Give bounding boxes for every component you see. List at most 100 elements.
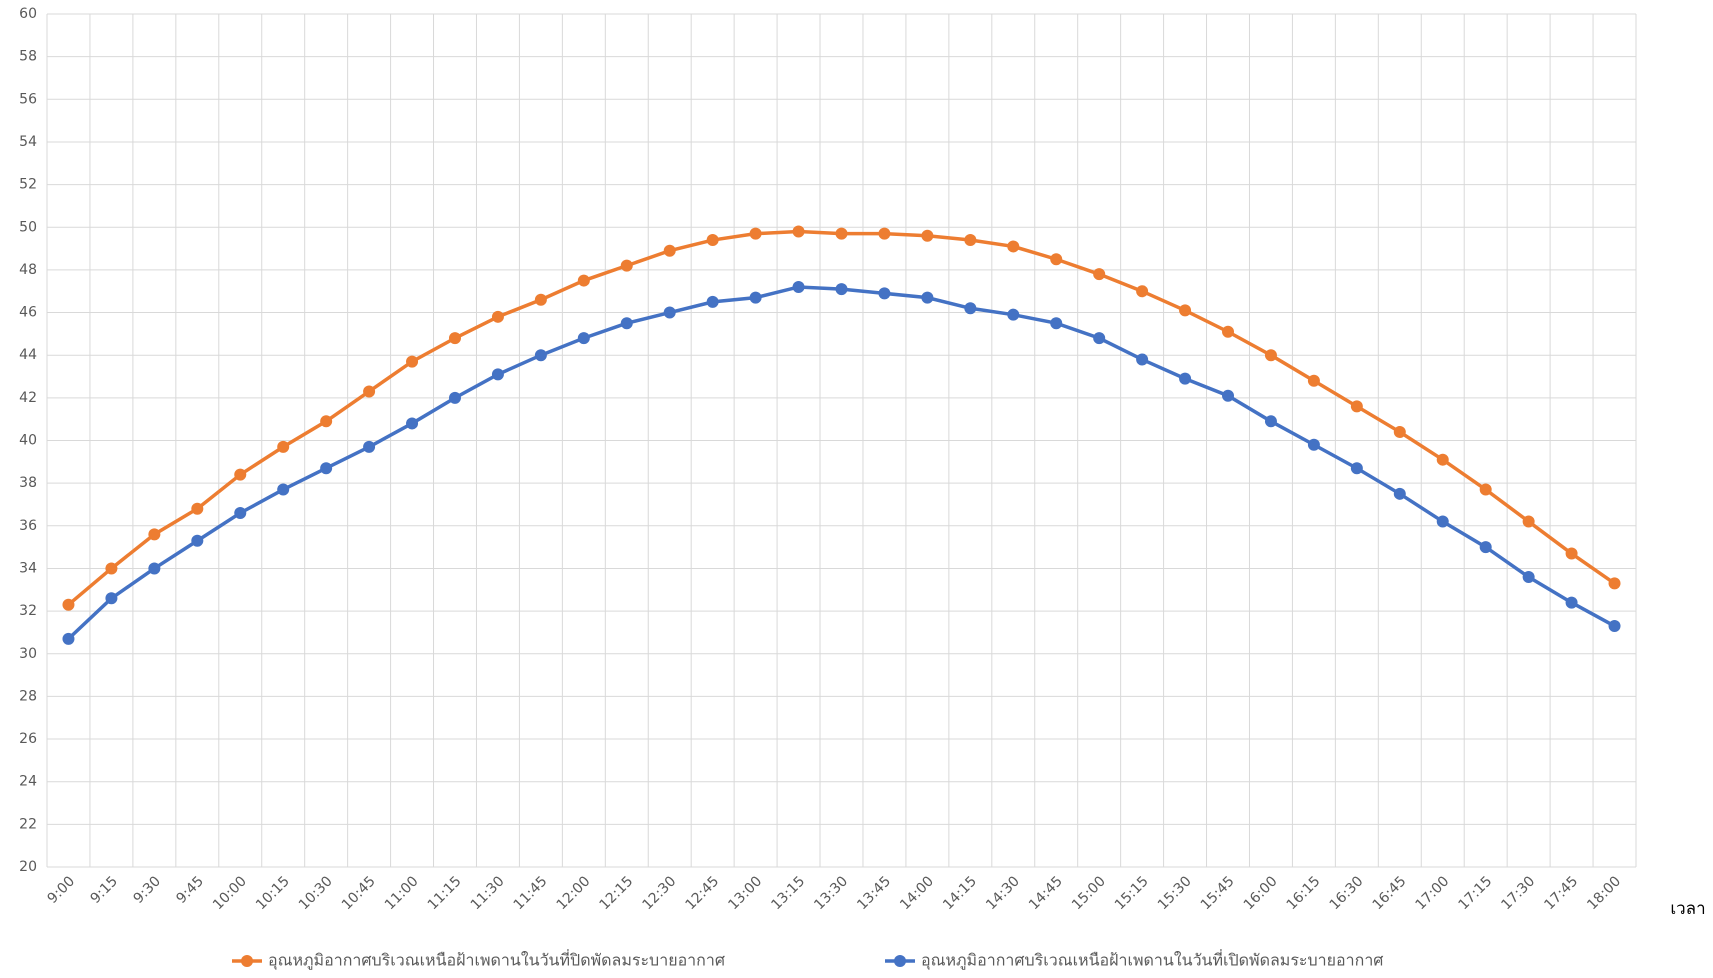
x-tick-label: 17:45 (1541, 873, 1581, 913)
x-tick-label: 12:45 (682, 873, 722, 913)
y-tick-label: 50 (19, 219, 37, 235)
data-point (448, 332, 461, 345)
y-tick-label: 30 (19, 646, 37, 662)
y-tick-label: 26 (19, 731, 37, 747)
data-point (1264, 349, 1277, 362)
data-point (663, 244, 676, 257)
x-tick-label: 14:45 (1026, 873, 1066, 913)
data-point (1608, 620, 1621, 633)
data-point (1522, 570, 1535, 583)
data-point (1350, 462, 1363, 475)
data-point (1264, 415, 1277, 428)
y-tick-label: 42 (19, 390, 37, 406)
data-point (1479, 541, 1492, 554)
data-point (1479, 483, 1492, 496)
x-tick-label: 12:30 (640, 873, 680, 913)
legend-item: อุณหภูมิอากาศบริเวณเหนือฝ้าเพดานในวันที่… (232, 949, 725, 971)
y-tick-label: 38 (19, 475, 37, 491)
data-point (1007, 240, 1020, 253)
legend-marker (241, 955, 253, 967)
data-point (534, 349, 547, 362)
y-tick-label: 54 (19, 134, 37, 150)
x-tick-label: 13:45 (854, 873, 894, 913)
data-point (620, 317, 633, 330)
y-tick-label: 28 (19, 688, 37, 704)
x-tick-label: 15:30 (1155, 873, 1195, 913)
x-tick-label: 14:15 (940, 873, 980, 913)
x-tick-label: 11:15 (425, 873, 465, 913)
x-tick-label: 16:30 (1327, 873, 1367, 913)
x-tick-label: 16:45 (1370, 873, 1410, 913)
data-point (1093, 268, 1106, 281)
x-tick-label: 14:30 (983, 873, 1023, 913)
y-tick-label: 48 (19, 262, 37, 278)
data-point (964, 302, 977, 315)
x-tick-label: 11:00 (382, 873, 422, 913)
x-tick-label: 13:30 (811, 873, 851, 913)
x-tick-label: 15:15 (1112, 873, 1152, 913)
series-line (67, 285, 1616, 641)
data-point (534, 293, 547, 306)
data-point (1436, 453, 1449, 466)
data-point (1307, 438, 1320, 451)
x-tick-label: 14:00 (897, 873, 937, 913)
data-point (792, 280, 805, 293)
data-point (1007, 308, 1020, 321)
data-point (1565, 547, 1578, 560)
data-point (1307, 374, 1320, 387)
data-point (706, 234, 719, 247)
data-point (1136, 353, 1149, 366)
y-tick-label: 60 (19, 6, 37, 22)
y-tick-label: 32 (19, 603, 37, 619)
y-tick-label: 36 (19, 518, 37, 534)
data-point (749, 291, 762, 304)
data-point (148, 562, 161, 575)
x-tick-label: 10:30 (296, 873, 336, 913)
data-point (105, 592, 118, 605)
data-point (1179, 372, 1192, 385)
data-point (1436, 515, 1449, 528)
data-point (277, 483, 290, 496)
y-tick-label: 58 (19, 49, 37, 65)
data-point (491, 310, 504, 323)
data-point (835, 283, 848, 296)
data-point (406, 417, 419, 430)
data-point (191, 502, 204, 515)
data-point (1393, 425, 1406, 438)
data-point (1222, 389, 1235, 402)
data-point (577, 332, 590, 345)
y-tick-label: 44 (19, 347, 37, 363)
data-point (835, 227, 848, 240)
x-tick-label: 16:00 (1241, 873, 1281, 913)
data-point (148, 528, 161, 541)
data-point (1050, 253, 1063, 266)
data-point (1393, 487, 1406, 500)
y-tick-label: 34 (19, 560, 37, 576)
legend-item: อุณหภูมิอากาศบริเวณเหนือฝ้าเพดานในวันที่… (885, 949, 1383, 971)
data-point (878, 227, 891, 240)
data-point (1050, 317, 1063, 330)
data-point (320, 415, 333, 428)
y-tick-label: 20 (19, 859, 37, 875)
x-tick-label: 9:30 (130, 873, 164, 907)
data-point (706, 295, 719, 308)
data-point (921, 229, 934, 242)
x-tick-label: 11:45 (511, 873, 551, 913)
x-tick-label: 17:00 (1413, 873, 1453, 913)
x-tick-label: 13:15 (768, 873, 808, 913)
data-point (577, 274, 590, 287)
x-tick-label: 16:15 (1284, 873, 1324, 913)
data-point (878, 287, 891, 300)
data-point (1350, 400, 1363, 413)
x-tick-label: 11:30 (468, 873, 508, 913)
y-tick-label: 40 (19, 433, 37, 449)
y-tick-label: 22 (19, 816, 37, 832)
data-point (792, 225, 805, 238)
x-tick-label: 9:00 (45, 873, 79, 907)
x-axis-label: เวลา (1670, 899, 1705, 919)
x-tick-label: 17:15 (1455, 873, 1495, 913)
data-point (620, 259, 633, 272)
data-point (1136, 285, 1149, 298)
x-tick-label: 9:15 (88, 873, 122, 907)
y-tick-label: 24 (19, 774, 37, 790)
